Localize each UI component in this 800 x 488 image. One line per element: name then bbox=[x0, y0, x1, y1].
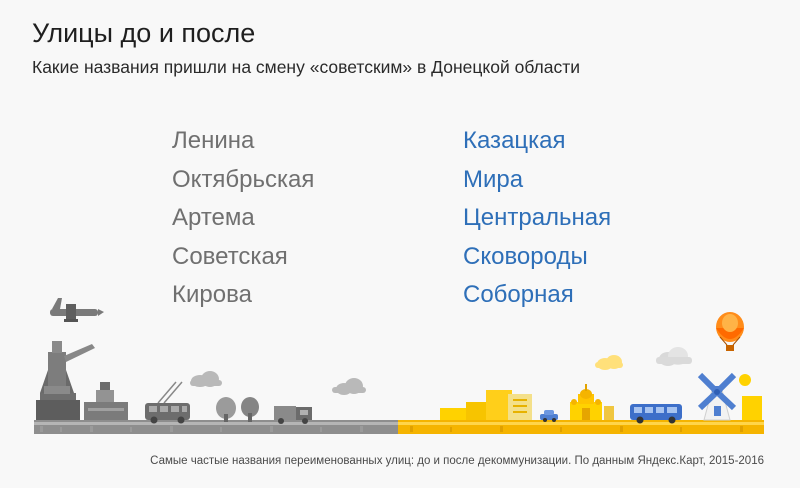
new-street-names-list: Казацкая Мира Центральная Сковороды Собо… bbox=[463, 122, 611, 315]
old-street-name: Октябрьская bbox=[172, 165, 315, 193]
old-street-name: Советская bbox=[172, 242, 288, 270]
pedestal-icon bbox=[84, 382, 128, 420]
sun-icon bbox=[739, 374, 751, 386]
soviet-side bbox=[34, 298, 398, 434]
before-after-illustration bbox=[34, 298, 764, 434]
new-street-name: Мира bbox=[463, 165, 524, 193]
truck-icon bbox=[274, 406, 312, 424]
new-street-name: Центральная bbox=[463, 204, 612, 231]
windmill-icon bbox=[697, 372, 737, 421]
new-street-name: Сковороды bbox=[463, 242, 588, 270]
tower-icon bbox=[742, 396, 762, 420]
bus-icon bbox=[630, 404, 682, 424]
hot-air-balloon-icon bbox=[716, 312, 744, 351]
new-side bbox=[398, 312, 764, 434]
cloud-icon bbox=[595, 347, 692, 370]
page-subtitle: Какие названия пришли на смену «советски… bbox=[32, 57, 581, 77]
tree-icon bbox=[216, 397, 259, 422]
page-title: Улицы до и после bbox=[32, 18, 256, 48]
source-caption: Самые частые названия переименованных ул… bbox=[150, 455, 764, 467]
old-street-name: Ленина bbox=[172, 127, 255, 154]
new-street-name: Соборная bbox=[463, 281, 574, 308]
house-icon bbox=[604, 406, 614, 420]
monument-icon bbox=[36, 341, 95, 420]
church-icon bbox=[570, 384, 602, 420]
cloud-icon bbox=[190, 371, 366, 395]
car-icon bbox=[540, 410, 558, 422]
new-street-name: Казацкая bbox=[463, 127, 566, 154]
airplane-icon bbox=[50, 298, 104, 322]
old-street-name: Кирова bbox=[172, 281, 252, 308]
old-street-name: Артема bbox=[172, 204, 255, 231]
building-icon bbox=[440, 390, 532, 420]
old-street-names-list: Ленина Октябрьская Артема Советская Киро… bbox=[172, 122, 314, 315]
trolleybus-icon bbox=[145, 381, 190, 424]
